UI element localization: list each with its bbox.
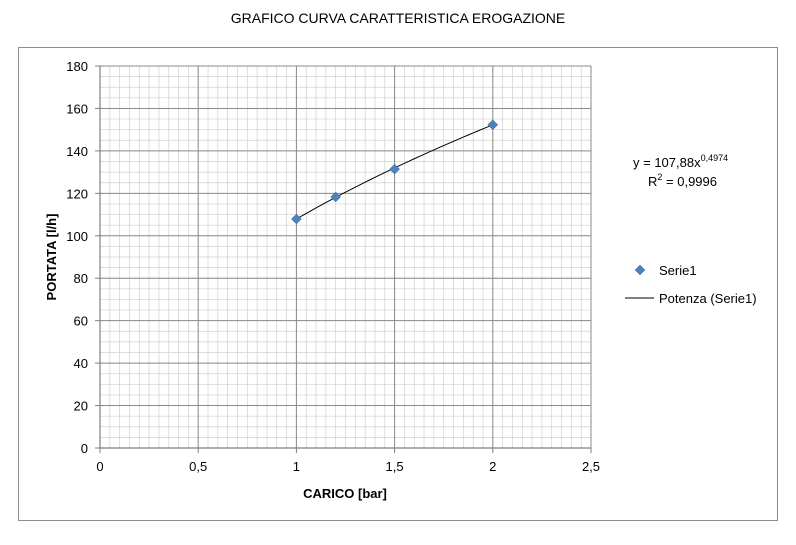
- x-tick-label: 0: [96, 459, 103, 474]
- y-tick-label: 180: [66, 59, 88, 74]
- grid: [99, 65, 592, 449]
- chart-title: GRAFICO CURVA CARATTERISTICA EROGAZIONE: [230, 10, 566, 26]
- x-axis-label: CARICO [bar]: [303, 486, 387, 501]
- y-tick-label: 60: [74, 314, 88, 329]
- legend-label-serie1: Serie1: [659, 263, 697, 278]
- y-tick-label: 40: [74, 356, 88, 371]
- x-tick-label: 0,5: [189, 459, 207, 474]
- data-point: [291, 213, 302, 225]
- y-tick-label: 160: [66, 101, 88, 116]
- y-axis-label: PORTATA [l/h]: [44, 214, 59, 301]
- legend-marker-serie1: [634, 264, 646, 276]
- y-tick-label: 20: [74, 399, 88, 414]
- data-point: [330, 191, 342, 203]
- x-tick-label: 2: [489, 459, 496, 474]
- data-points: [291, 119, 499, 225]
- legend: Serie1 Potenza (Serie1): [625, 263, 757, 306]
- trendline-equation: y = 107,88x0,4974: [633, 153, 728, 170]
- legend-label-trend: Potenza (Serie1): [659, 291, 757, 306]
- y-tick-label: 100: [66, 229, 88, 244]
- r2-prefix: R: [648, 174, 657, 189]
- y-tick-label: 0: [81, 441, 88, 456]
- equation-text: y = 107,88x: [633, 155, 701, 170]
- tick-labels: 0 0,5 1 1,5 2 2,5 0 20 40 60 80 100 120 140 160 180: [66, 59, 600, 474]
- r2-value: = 0,9996: [662, 174, 717, 189]
- chart-frame: [18, 47, 778, 521]
- axes: [95, 65, 592, 453]
- trendline-r2: R2 = 0,9996: [648, 172, 717, 189]
- data-point: [389, 163, 400, 175]
- r2-sup: 2: [657, 172, 662, 182]
- y-tick-label: 80: [74, 271, 88, 286]
- x-tick-label: 1: [293, 459, 300, 474]
- x-tick-label: 2,5: [582, 459, 600, 474]
- equation-exponent: 0,4974: [701, 153, 729, 163]
- y-tick-label: 140: [66, 144, 88, 159]
- x-tick-label: 1,5: [386, 459, 404, 474]
- data-point: [487, 119, 499, 131]
- y-tick-label: 120: [66, 186, 88, 201]
